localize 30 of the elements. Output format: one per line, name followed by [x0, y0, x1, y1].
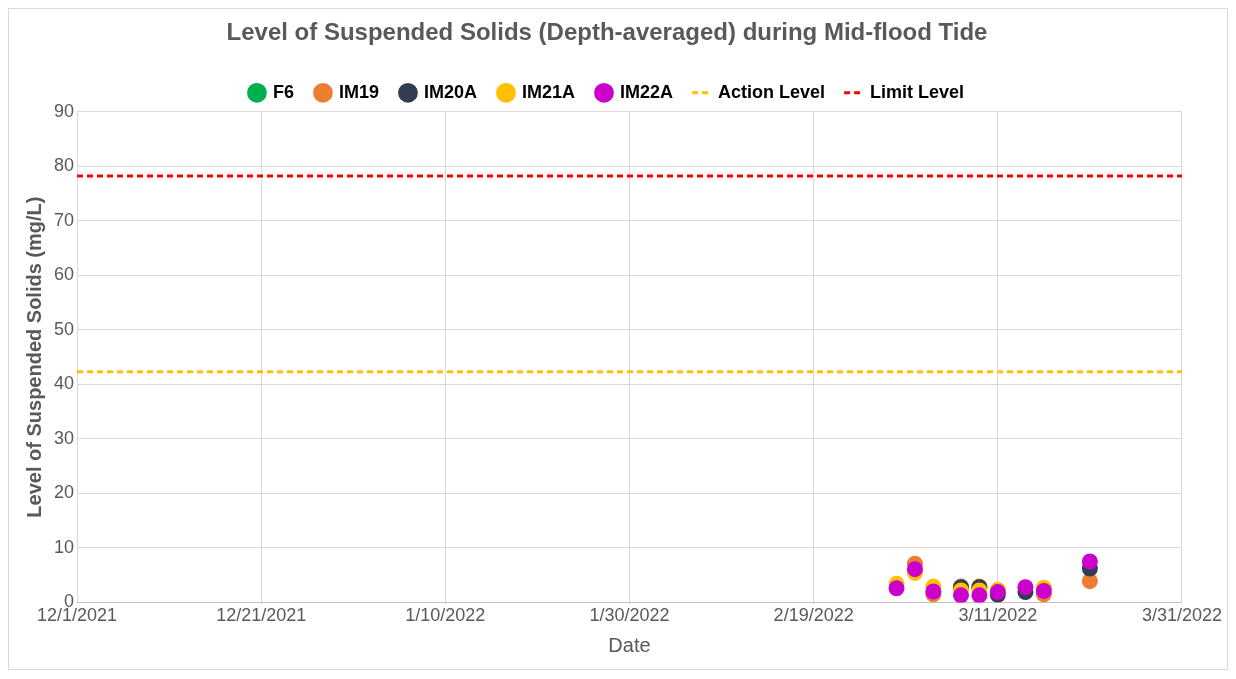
point — [952, 587, 969, 603]
y-tick-label: 90 — [53, 100, 75, 121]
y-tick-label: 70 — [53, 209, 75, 230]
point — [1017, 579, 1034, 596]
y-tick-label: 80 — [53, 155, 75, 176]
legend-label: F6 — [272, 81, 294, 102]
x-tick-label: 2/19/2022 — [773, 605, 854, 626]
x-tick-label: 12/21/2021 — [216, 605, 307, 626]
x-tick-label: 1/10/2022 — [405, 605, 486, 626]
legend-label: IM21A — [521, 81, 575, 102]
legend-label: Limit Level — [870, 81, 965, 102]
y-tick-label: 60 — [53, 264, 75, 285]
point — [888, 580, 905, 597]
legend-label: IM19 — [338, 81, 379, 102]
y-tick-label: 10 — [53, 536, 75, 557]
legend-label: IM20A — [423, 81, 477, 102]
y-tick-label: 40 — [53, 373, 75, 394]
legend-label: Action Level — [718, 81, 826, 102]
legend-label: IM22A — [619, 81, 674, 102]
x-tick-label: 3/31/2022 — [1141, 605, 1222, 626]
chart-title: Level of Suspended Solids (Depth-averaged) during Mid-flood Tide — [226, 18, 988, 46]
x-axis-title: Date — [608, 633, 651, 656]
x-tick-label: 1/30/2022 — [589, 605, 670, 626]
point — [1081, 553, 1098, 570]
y-axis-title: Level of Suspended Solids (mg/L) — [22, 196, 45, 518]
point — [971, 587, 988, 603]
y-tick-label: 20 — [53, 482, 75, 503]
y-tick-label: 50 — [53, 318, 75, 339]
y-tick-label: 30 — [53, 427, 75, 448]
x-tick-label: 3/11/2022 — [958, 605, 1038, 626]
